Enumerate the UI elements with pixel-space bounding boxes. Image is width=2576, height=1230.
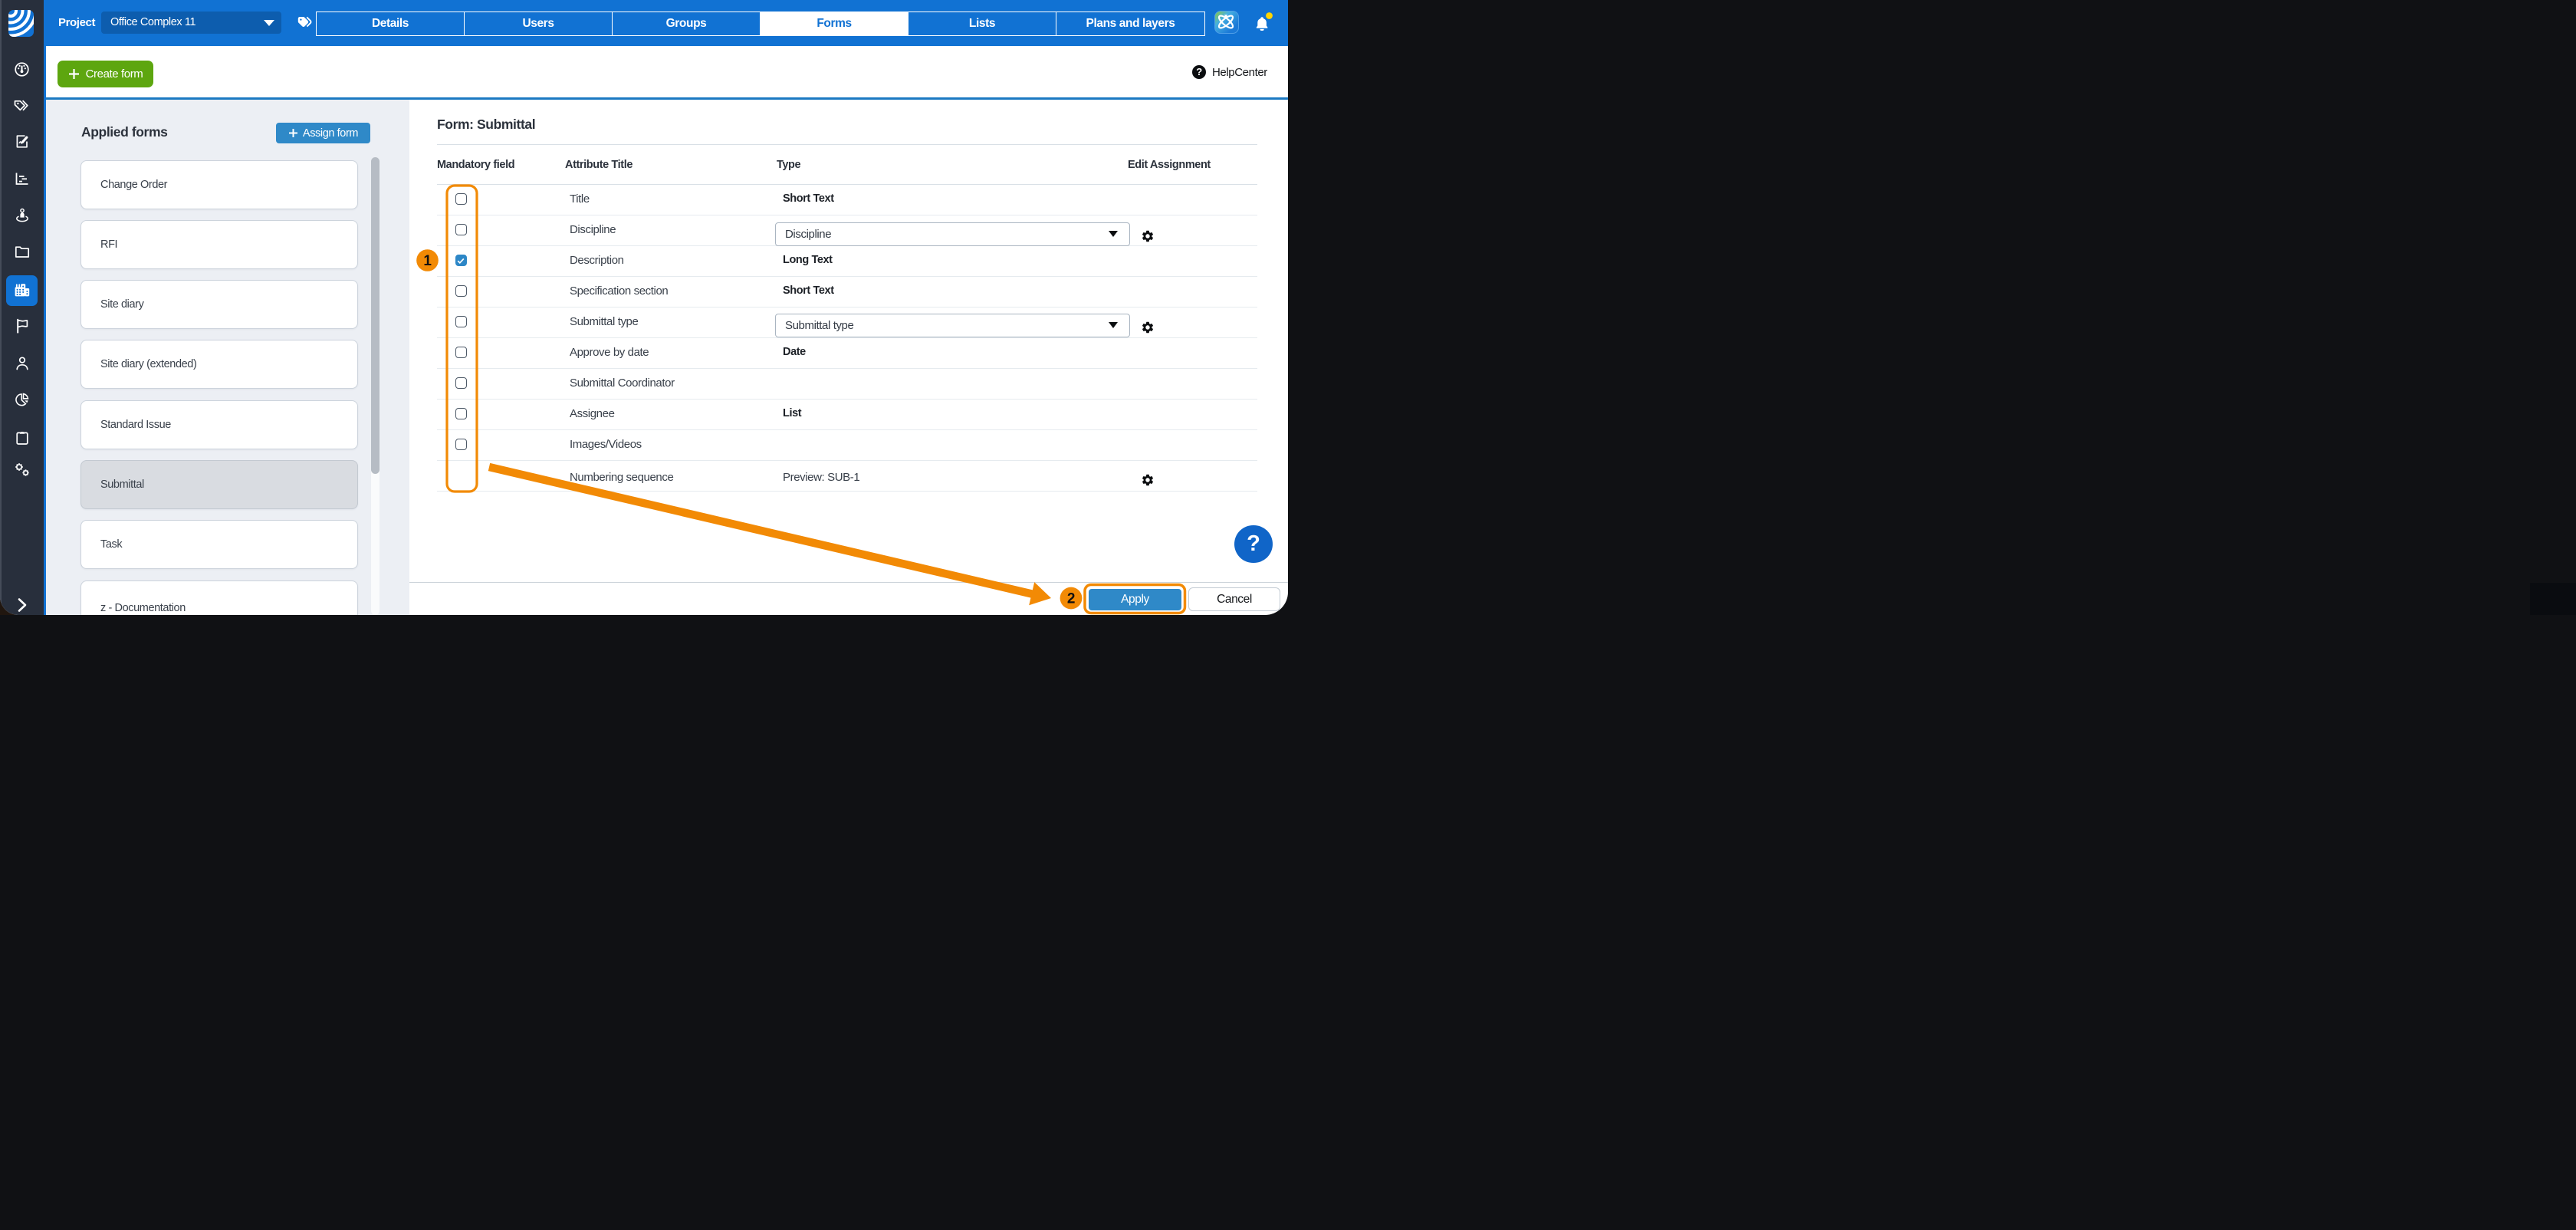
svg-text:1: 1 (423, 253, 432, 269)
svg-text:2: 2 (1067, 591, 1075, 607)
